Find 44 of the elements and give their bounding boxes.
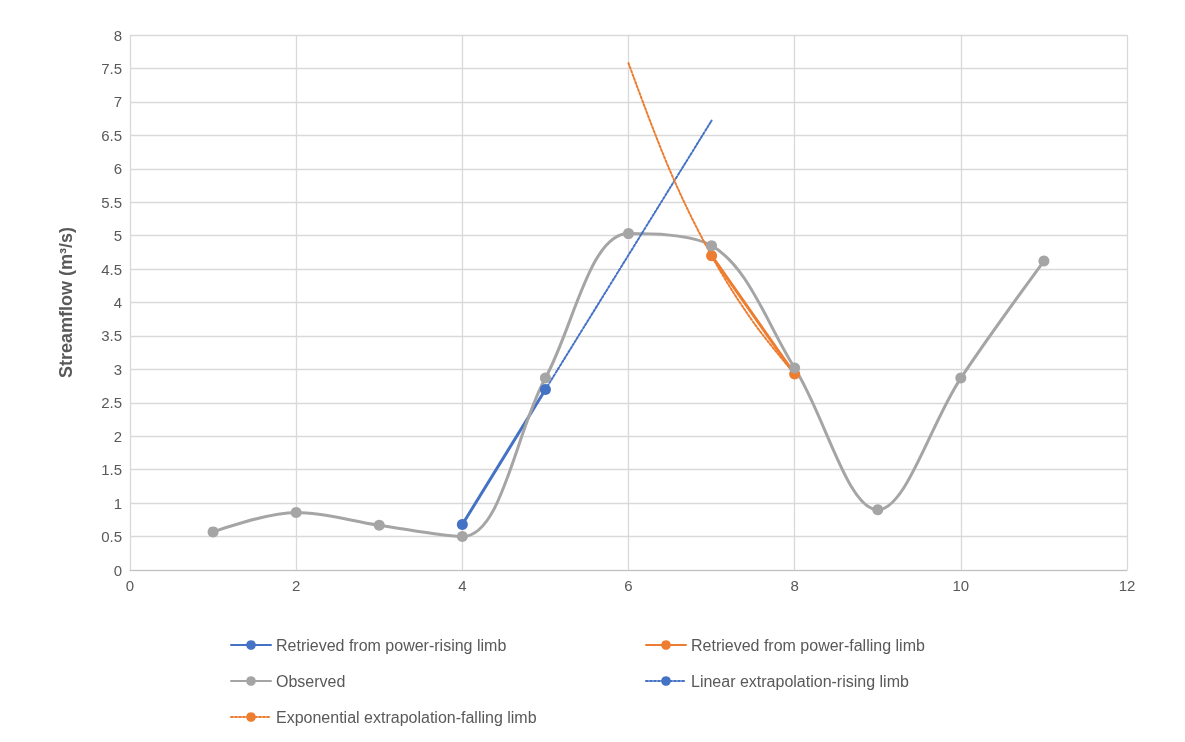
y-tick-label: 5 [113, 227, 122, 245]
y-axis-title: Streamflow (m³/s) [56, 226, 76, 379]
x-tick-label: 10 [952, 577, 970, 594]
legend-label: Exponential extrapolation-falling limb [276, 708, 537, 726]
x-tick-label: 4 [458, 577, 467, 594]
y-tick-label: 8 [113, 26, 122, 44]
legend-label: Retrieved from power-falling limb [691, 636, 925, 654]
y-tick-label: 1.5 [101, 461, 122, 479]
point [789, 362, 801, 374]
point [623, 228, 634, 240]
y-tick-label: 0.5 [101, 528, 122, 546]
legend-label: Linear extrapolation-rising limb [691, 672, 909, 690]
y-tick-label: 5.5 [101, 193, 122, 211]
point [1038, 255, 1050, 267]
legend-label: Retrieved from power-rising limb [276, 636, 507, 654]
x-tick-label: 0 [125, 577, 135, 594]
legend-label: Observed [276, 672, 346, 690]
y-tick-label: 3 [113, 360, 122, 378]
point [373, 519, 385, 531]
y-tick-label: 2.5 [101, 394, 122, 412]
point [456, 519, 468, 531]
x-tick-label: 2 [291, 577, 301, 594]
y-tick-label: 4 [113, 294, 122, 311]
point [539, 383, 551, 395]
y-tick-label: 0 [113, 561, 122, 579]
point [456, 531, 468, 543]
point [290, 506, 302, 518]
x-tick-label: 6 [624, 577, 633, 594]
x-tick-label: 8 [790, 577, 799, 594]
x-tick-label: 12 [1118, 577, 1136, 594]
y-tick-label: 6.5 [101, 126, 122, 144]
y-tick-label: 2 [113, 427, 122, 445]
y-tick-label: 4.5 [101, 260, 122, 278]
point [706, 240, 718, 252]
y-tick-label: 7.5 [101, 59, 122, 77]
y-tick-label: 7 [113, 93, 122, 111]
point [872, 504, 884, 516]
point [207, 526, 219, 538]
y-tick-label: 1 [113, 494, 122, 512]
point [706, 250, 718, 262]
y-tick-label: 6 [113, 160, 122, 178]
y-tick-label: 3.5 [101, 327, 122, 345]
point [955, 372, 967, 384]
point [539, 372, 551, 384]
